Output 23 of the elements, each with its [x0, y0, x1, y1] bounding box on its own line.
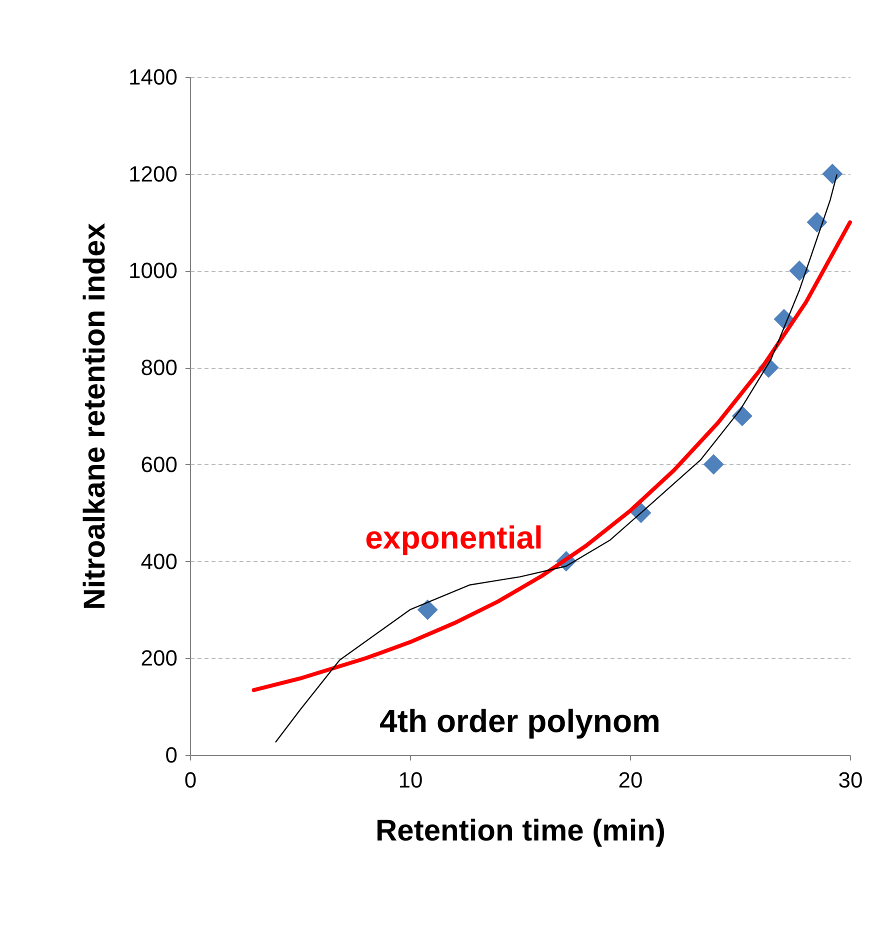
y-tick-label: 400 [140, 548, 178, 574]
point [732, 406, 752, 426]
y-axis-title: Nitroalkane retention index [78, 222, 112, 610]
y-tick-label: 600 [140, 452, 178, 477]
line-series [252, 220, 852, 692]
point [703, 454, 724, 475]
y-tick-label: 1400 [128, 64, 178, 90]
y-tick-label: 1200 [128, 161, 178, 186]
x-axis-title: Retention time (min) [376, 814, 666, 848]
point [822, 164, 843, 184]
x-tick-label: 10 [398, 768, 423, 792]
point [417, 599, 438, 620]
y-tick-label: 200 [140, 646, 178, 671]
y-tick-label: 0 [165, 742, 178, 768]
point [789, 260, 810, 281]
y-tick-label: 800 [140, 355, 178, 380]
x-tick-label: 0 [184, 768, 197, 792]
point [806, 212, 828, 233]
series-label: 4th order polynom [380, 702, 660, 739]
x-tick-label: 20 [618, 768, 643, 792]
y-tick-label: 1000 [128, 258, 178, 284]
series-label: exponential [365, 519, 543, 556]
x-tick-label: 30 [838, 768, 863, 792]
